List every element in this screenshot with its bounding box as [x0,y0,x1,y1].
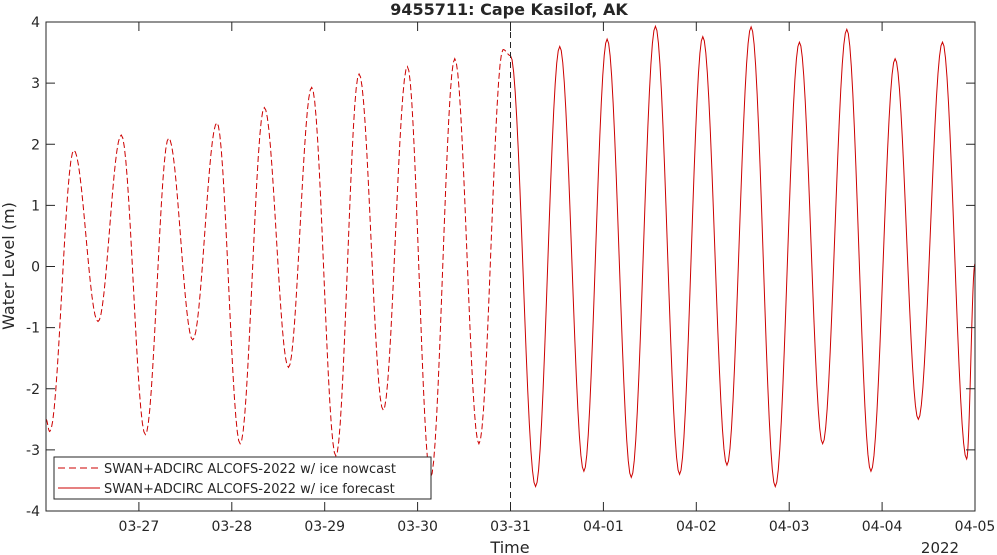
x-tick-label: 04-03 [769,519,810,535]
x-tick-label: 03-27 [119,519,160,535]
legend-label-forecast: SWAN+ADCIRC ALCOFS-2022 w/ ice forecast [104,482,395,497]
series-line-nowcast [45,48,511,479]
y-tick-label: 4 [31,15,40,31]
x-axis-label: Time [489,538,529,555]
y-tick-label: -1 [26,321,40,337]
y-tick-label: -2 [26,382,40,398]
y-tick-label: -3 [26,443,40,459]
x-tick-label: 03-28 [211,519,252,535]
series-line-forecast [510,24,976,489]
y-axis-label: Water Level (m) [0,202,18,330]
y-tick-label: 2 [31,137,40,153]
x-tick-label: 04-02 [676,519,717,535]
x-tick-label: 04-01 [583,519,624,535]
plot-area: -4 -3 -2 -1 0 1 2 3 4 03-27 03-28 03-29 03-30 03-31 04… [26,15,995,535]
x-tick-label: 03-29 [304,519,345,535]
x-tick-label: 04-05 [955,519,996,535]
x-tick-label: 04-04 [862,519,903,535]
x-tick-label: 03-30 [397,519,438,535]
y-tick-label: -4 [26,504,40,520]
x-tick-label: 03-31 [490,519,531,535]
legend-label-nowcast: SWAN+ADCIRC ALCOFS-2022 w/ ice nowcast [104,462,396,477]
y-tick-label: 3 [31,76,40,92]
y-tick-label: 0 [31,260,40,276]
chart-title: 9455711: Cape Kasilof, AK [390,0,628,19]
y-tick-label: 1 [31,198,40,214]
legend-box [53,456,432,500]
x-axis-year-label: 2022 [921,539,959,555]
legend: SWAN+ADCIRC ALCOFS-2022 w/ ice nowcast S… [53,456,432,500]
